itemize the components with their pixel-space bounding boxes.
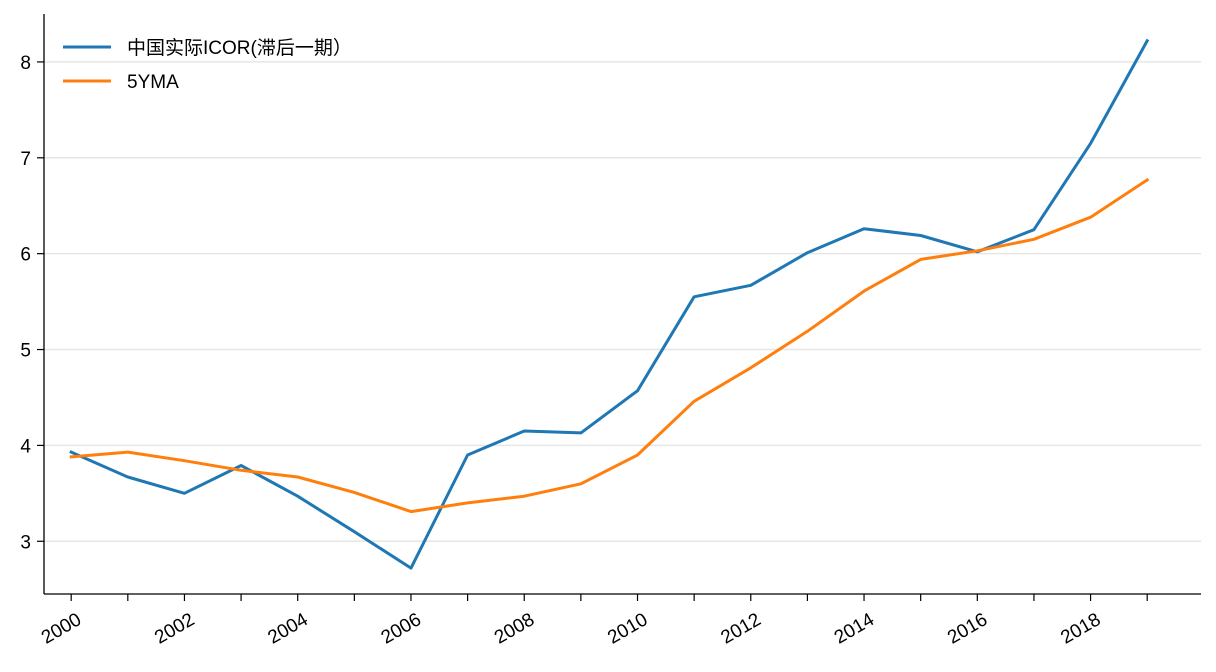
legend-label-0: 中国实际ICOR(滞后一期）	[127, 37, 352, 59]
x-tick-label: 2000	[38, 609, 85, 648]
x-tick-label: 2002	[151, 609, 198, 648]
tick-marks-and-labels: 3 4 5 6 7 8 2000 2002 2004 2006 2008 2010 2012 2014 20…	[20, 53, 1148, 649]
x-tick-label: 2012	[718, 609, 765, 648]
gridlines	[44, 61, 1201, 543]
y-tick-label: 5	[20, 341, 31, 362]
axes	[43, 14, 1201, 595]
y-tick-label: 8	[20, 53, 31, 74]
legend: 中国实际ICOR(滞后一期） 5YMA	[63, 37, 352, 93]
series-line-1	[69, 177, 1150, 514]
y-tick-label: 6	[20, 245, 31, 266]
x-tick-label: 2004	[264, 609, 311, 649]
x-tick-label: 2018	[1057, 609, 1104, 648]
y-tick-label: 3	[20, 532, 31, 553]
x-tick-label: 2016	[944, 609, 991, 648]
series-lines	[69, 38, 1150, 570]
y-tick-label: 4	[20, 436, 31, 457]
series-line-0	[69, 38, 1150, 570]
x-tick-label: 2008	[491, 609, 538, 648]
x-tick-label: 2010	[604, 609, 651, 648]
x-tick-label: 2006	[378, 609, 425, 648]
legend-label-1: 5YMA	[127, 72, 179, 93]
y-tick-label: 7	[20, 149, 31, 170]
x-tick-label: 2014	[831, 609, 878, 649]
